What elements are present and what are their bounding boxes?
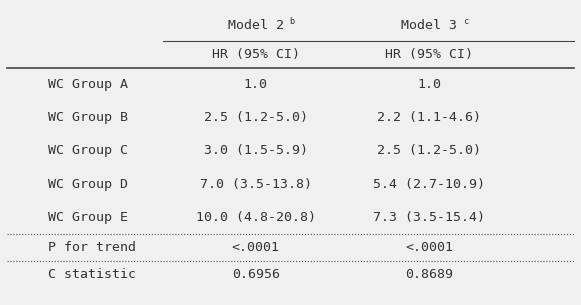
Text: b: b bbox=[289, 17, 295, 26]
Text: 2.5 (1.2-5.0): 2.5 (1.2-5.0) bbox=[204, 111, 308, 124]
Text: C statistic: C statistic bbox=[48, 268, 135, 282]
Text: <.0001: <.0001 bbox=[406, 241, 453, 254]
Text: 2.2 (1.1-4.6): 2.2 (1.1-4.6) bbox=[377, 111, 481, 124]
Text: P for trend: P for trend bbox=[48, 241, 135, 254]
Text: 1.0: 1.0 bbox=[244, 78, 268, 91]
Text: 1.0: 1.0 bbox=[417, 78, 442, 91]
Text: 7.0 (3.5-13.8): 7.0 (3.5-13.8) bbox=[200, 178, 312, 191]
Text: 0.6956: 0.6956 bbox=[232, 268, 280, 282]
Text: WC Group E: WC Group E bbox=[48, 211, 128, 224]
Text: HR (95% CI): HR (95% CI) bbox=[385, 48, 474, 61]
Text: Model 3: Model 3 bbox=[401, 19, 457, 32]
Text: WC Group C: WC Group C bbox=[48, 145, 128, 157]
Text: c: c bbox=[463, 17, 468, 26]
Text: 5.4 (2.7-10.9): 5.4 (2.7-10.9) bbox=[373, 178, 485, 191]
Text: HR (95% CI): HR (95% CI) bbox=[212, 48, 300, 61]
Text: WC Group A: WC Group A bbox=[48, 78, 128, 91]
Text: <.0001: <.0001 bbox=[232, 241, 280, 254]
Text: Model 2: Model 2 bbox=[228, 19, 284, 32]
Text: WC Group B: WC Group B bbox=[48, 111, 128, 124]
Text: 7.3 (3.5-15.4): 7.3 (3.5-15.4) bbox=[373, 211, 485, 224]
Text: 2.5 (1.2-5.0): 2.5 (1.2-5.0) bbox=[377, 145, 481, 157]
Text: 0.8689: 0.8689 bbox=[406, 268, 453, 282]
Text: 3.0 (1.5-5.9): 3.0 (1.5-5.9) bbox=[204, 145, 308, 157]
Text: WC Group D: WC Group D bbox=[48, 178, 128, 191]
Text: 10.0 (4.8-20.8): 10.0 (4.8-20.8) bbox=[196, 211, 316, 224]
